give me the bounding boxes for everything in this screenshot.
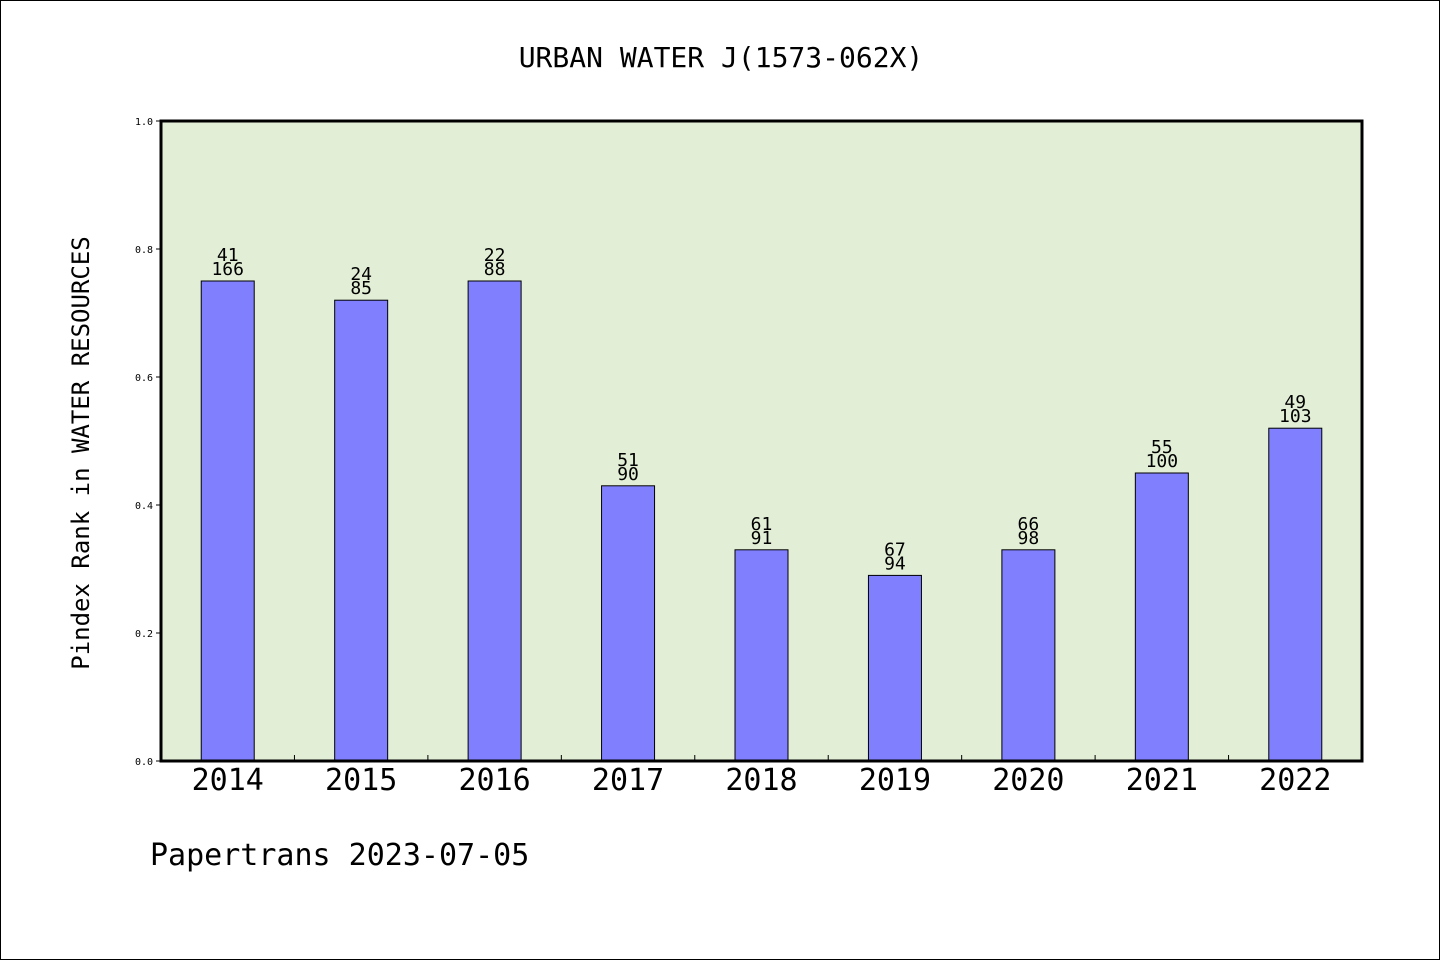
bar-2014 — [200, 280, 255, 762]
bar-2017 — [601, 485, 656, 762]
bar-total-label: 94 — [884, 553, 906, 574]
axis-layer: 2014 2015 2016 2017 2018 2019 2020 2021 2022 0.0 0… — [135, 117, 1331, 798]
x-tick-label: 2019 — [859, 763, 931, 798]
bar-total-label: 98 — [1018, 528, 1040, 549]
bar-rank-label: 67 — [884, 539, 906, 560]
y-tick-label: 1.0 — [135, 117, 153, 128]
bar-total-label: 100 — [1146, 451, 1179, 472]
bar-rank-label: 51 — [617, 450, 639, 471]
x-tick-label: 2014 — [192, 763, 264, 798]
bar-rank-label: 61 — [751, 514, 773, 535]
y-tick-label: 0.2 — [135, 629, 153, 640]
bar-total-label: 166 — [211, 259, 244, 280]
bar-total-label: 85 — [350, 278, 372, 299]
bar-total-label: 88 — [484, 259, 506, 280]
y-axis-label: Pindex Rank in WATER RESOURCES — [67, 236, 95, 669]
bar-2020 — [1001, 549, 1056, 762]
bar-total-label: 90 — [617, 464, 639, 485]
bar-2022 — [1268, 427, 1323, 762]
y-tick-label: 0.6 — [135, 373, 153, 384]
x-tick-label: 2022 — [1259, 763, 1331, 798]
x-tick-label: 2016 — [458, 763, 530, 798]
bar-2021 — [1134, 472, 1189, 762]
bar-rank-label: 24 — [350, 264, 372, 285]
y-tick-label: 0.0 — [135, 757, 153, 768]
x-tick-label: 2018 — [725, 763, 797, 798]
x-tick-label: 2015 — [325, 763, 397, 798]
bar-total-label: 103 — [1279, 406, 1312, 427]
bar-rank-label: 41 — [217, 245, 239, 266]
y-tick-label: 0.8 — [135, 245, 153, 256]
x-tick-label: 2017 — [592, 763, 664, 798]
bar-rank-label: 49 — [1284, 392, 1306, 413]
bar-2016 — [467, 280, 522, 762]
bar-rank-label: 66 — [1018, 514, 1040, 535]
bar-total-label: 91 — [751, 528, 773, 549]
bar-rank-label: 22 — [484, 245, 506, 266]
bar-rank-label: 55 — [1151, 437, 1173, 458]
plot-border — [159, 119, 1364, 763]
x-tick-label: 2021 — [1126, 763, 1198, 798]
chart-title: URBAN WATER J(1573-062X) — [519, 41, 924, 74]
footer-text: Papertrans 2023-07-05 — [150, 838, 529, 873]
bar-2018 — [734, 549, 789, 762]
bar-2019 — [867, 574, 922, 762]
bar-2015 — [334, 299, 389, 762]
y-tick-label: 0.4 — [135, 501, 153, 512]
x-tick-label: 2020 — [992, 763, 1064, 798]
